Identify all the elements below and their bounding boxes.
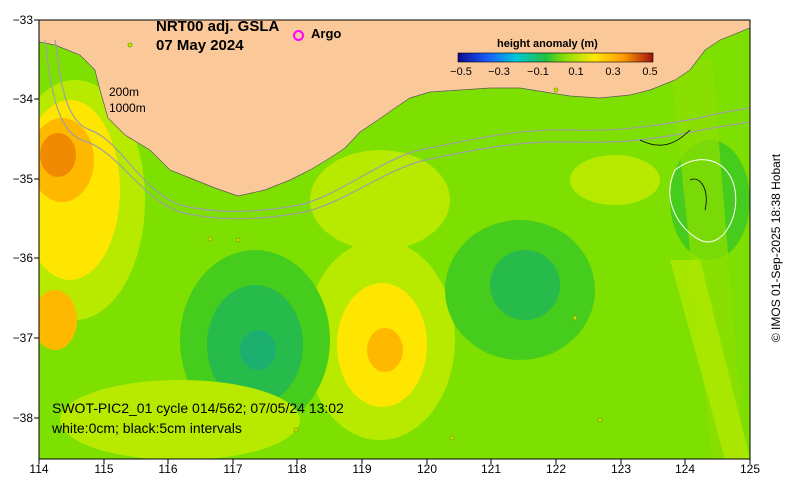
x-tick-label: 119 bbox=[352, 462, 372, 476]
map-title: NRT00 adj. GSLA bbox=[156, 18, 280, 35]
depth-contour-1000m bbox=[44, 39, 750, 220]
plot-frame bbox=[38, 19, 751, 460]
zero-contour bbox=[669, 159, 737, 243]
y-tick-label: −34 bbox=[12, 92, 33, 106]
colorbar-tick: 0.3 bbox=[605, 66, 621, 78]
swot-info: SWOT-PIC2_01 cycle 014/562; 07/05/24 13:… bbox=[52, 400, 344, 416]
y-tick-label: −35 bbox=[12, 172, 33, 186]
x-tick-label: 117 bbox=[223, 462, 243, 476]
y-tick-label: −38 bbox=[12, 411, 33, 425]
colorbar-tick: −0.5 bbox=[450, 66, 472, 78]
y-tick-label: −37 bbox=[12, 331, 33, 345]
swot-swath-east bbox=[670, 60, 745, 459]
colorbar-tick: 0.1 bbox=[568, 66, 584, 78]
x-tick-label: 124 bbox=[674, 462, 696, 476]
x-tick-label: 116 bbox=[158, 462, 178, 476]
depth-contour-200m bbox=[54, 39, 750, 212]
argo-legend-marker bbox=[293, 30, 304, 41]
colorbar-title: height anomaly (m) bbox=[497, 38, 598, 50]
colorbar-tick: 0.5 bbox=[642, 66, 658, 78]
x-tick-label: 125 bbox=[739, 462, 761, 476]
y-tick-label: −33 bbox=[12, 13, 33, 27]
colorbar-tick: −0.3 bbox=[488, 66, 510, 78]
x-tick-label: 120 bbox=[416, 462, 438, 476]
axis-ticks bbox=[34, 19, 751, 464]
x-tick-label: 115 bbox=[94, 462, 114, 476]
colorbar bbox=[457, 52, 654, 63]
depth-label-200m: 200m bbox=[109, 85, 140, 99]
x-tick-label: 121 bbox=[480, 462, 502, 476]
x-tick-label: 123 bbox=[610, 462, 632, 476]
imos-credit: © IMOS 01-Sep-2025 18:38 Hobart bbox=[769, 153, 783, 343]
x-tick-label: 122 bbox=[545, 462, 567, 476]
y-tick-label: −36 bbox=[12, 251, 33, 265]
argo-float bbox=[127, 42, 133, 48]
australia-land bbox=[39, 20, 750, 197]
contour-info: white:0cm; black:5cm intervals bbox=[52, 420, 242, 436]
x-tick-label: 114 bbox=[29, 462, 49, 476]
colorbar-tick: −0.1 bbox=[527, 66, 549, 78]
x-tick-label: 118 bbox=[287, 462, 307, 476]
depth-label-1000m: 1000m bbox=[109, 101, 146, 115]
map-date: 07 May 2024 bbox=[156, 37, 244, 54]
argo-legend-label: Argo bbox=[311, 26, 342, 41]
